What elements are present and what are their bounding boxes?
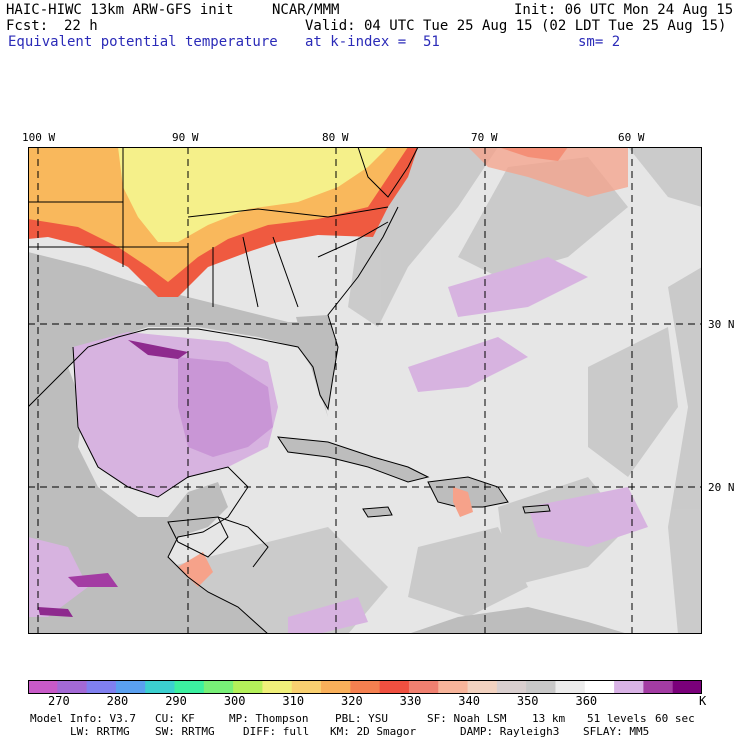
pacific-purple — [68, 573, 118, 587]
colorbar-tick-label: 320 — [341, 694, 363, 708]
colorbar-tick-label: 290 — [165, 694, 187, 708]
colorbar-swatch — [262, 680, 293, 694]
valid-time: Valid: 04 UTC Tue 25 Aug 15 (02 LDT Tue … — [305, 18, 727, 34]
footer-pbl: PBL: YSU — [335, 712, 388, 725]
graticule — [28, 147, 702, 634]
colorbar-swatch — [115, 680, 146, 694]
south-america-coast — [408, 607, 628, 634]
colorbar-swatch — [28, 680, 58, 694]
smoothing-label: sm= 2 — [578, 34, 621, 50]
colorbar-tick-label: 280 — [106, 694, 129, 708]
gulf-purple — [178, 357, 273, 457]
florida — [296, 315, 338, 409]
pacific-dark-purple — [38, 607, 73, 617]
colorbar-swatch — [86, 680, 117, 694]
theta-e-map — [28, 147, 702, 634]
lon-label-100w: 100 W — [22, 131, 56, 144]
colorbar-swatch — [467, 680, 498, 694]
hispaniola-salmon — [453, 487, 473, 517]
footer-damp: DAMP: Rayleigh3 — [460, 725, 560, 738]
colorbar-swatch — [379, 680, 410, 694]
colorbar-tick-label: 330 — [399, 694, 422, 708]
colorbar-swatch — [233, 680, 263, 694]
footer-diff: DIFF: full — [243, 725, 310, 738]
colorbar-tick-label: 360 — [575, 694, 598, 708]
lon-label-90w: 90 W — [172, 131, 199, 144]
gulf-dark-purple — [128, 340, 188, 359]
footer-resolution: 13 km — [532, 712, 566, 725]
lat-label-30n: 30 N — [708, 318, 735, 331]
footer-model-info: Model Info: V3.7 — [30, 712, 136, 725]
footer-timestep: 60 sec — [655, 712, 695, 725]
colorbar-swatch — [526, 680, 556, 694]
lon-label-80w: 80 W — [322, 131, 349, 144]
footer-lw: LW: RRTMG — [70, 725, 130, 738]
colorbar-swatch — [555, 680, 586, 694]
field-name: Equivalent potential temperature — [8, 34, 278, 50]
colorbar-swatch — [350, 680, 381, 694]
colorbar-frame — [28, 680, 702, 694]
gulf-coast-land — [28, 252, 328, 417]
colorbar-swatch — [643, 680, 674, 694]
colorbar-swatch — [614, 680, 644, 694]
cuba — [276, 436, 430, 483]
init-time: Init: 06 UTC Mon 24 Aug 15 — [514, 2, 734, 18]
map-outlines — [28, 147, 419, 634]
colorbar-swatch — [57, 680, 88, 694]
jamaica — [362, 506, 393, 518]
colorbar-swatch — [438, 680, 469, 694]
puerto-rico — [522, 504, 551, 514]
warm-air-yellow — [118, 147, 388, 242]
footer-sflay: SFLAY: MM5 — [583, 725, 650, 738]
colorbar-unit: K — [699, 694, 707, 708]
colorbar-swatch — [496, 680, 527, 694]
org-label: NCAR/MMM — [272, 2, 340, 18]
colorbar-swatch — [672, 680, 702, 694]
central-america-salmon — [178, 552, 213, 587]
colorbar-swatch — [174, 680, 205, 694]
footer-sf: SF: Noah LSM — [427, 712, 507, 725]
footer-mp: MP: Thompson — [229, 712, 309, 725]
colorbar-tick-label: 340 — [458, 694, 480, 708]
mexico-land — [28, 367, 268, 634]
fcst-value: 22 h — [64, 18, 98, 34]
fcst-label: Fcst: — [6, 18, 49, 34]
lon-label-70w: 70 W — [471, 131, 498, 144]
colorbar-tick-label: 270 — [48, 694, 70, 708]
footer-km: KM: 2D Smagor — [330, 725, 417, 738]
caribbean-purple-patches — [28, 257, 648, 634]
colorbar-swatch — [321, 680, 351, 694]
map-frame — [28, 147, 702, 634]
colorbar-swatch — [145, 680, 176, 694]
colorbar-tick-label: 350 — [516, 694, 539, 708]
footer-cu: CU: KF — [155, 712, 195, 725]
colorbar-swatch — [584, 680, 615, 694]
colorbar-swatch — [291, 680, 322, 694]
atlantic-salmon-patch — [468, 147, 628, 197]
footer-levels: 51 levels — [587, 712, 647, 725]
footer-sw: SW: RRTMG — [155, 725, 215, 738]
colorbar-tick-label: 300 — [223, 694, 246, 708]
colorbar — [28, 680, 702, 694]
model-title: HAIC-HIWC 13km ARW-GFS init — [6, 2, 234, 18]
lat-label-20n: 20 N — [708, 481, 735, 494]
level-label: at k-index = 51 — [305, 34, 440, 50]
lon-label-60w: 60 W — [618, 131, 645, 144]
colorbar-tick-label: 310 — [282, 694, 305, 708]
colorbar-swatch — [408, 680, 439, 694]
colorbar-swatch — [203, 680, 234, 694]
